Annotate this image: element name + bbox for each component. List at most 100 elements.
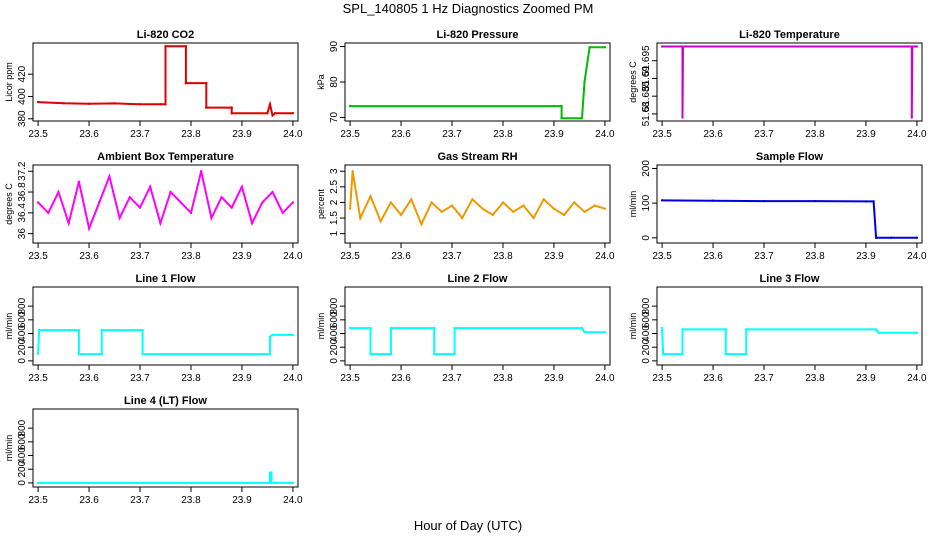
- panel-10-data-point-4: [270, 471, 273, 474]
- panel-10-title: Line 4 (LT) Flow: [124, 395, 207, 407]
- figure-x-axis-label: Hour of Day (UTC): [413, 518, 523, 533]
- panel-6-data-point-7: [874, 236, 878, 239]
- panel-2-data-point-5: [580, 116, 584, 120]
- panel-10-data-point-5: [270, 481, 273, 485]
- panel-1-x-tick-label-2: 23.6: [79, 129, 99, 140]
- panel-3-data-point-7: [911, 45, 914, 48]
- panel-6-data-point-1: [660, 199, 664, 202]
- panel-7-x-tick-label-4: 23.8: [181, 373, 201, 384]
- panel-5-data-point-7: [399, 213, 403, 217]
- panel-8-y-tick-label-3: 400: [329, 325, 340, 342]
- panel-2-y-tick-label-3: 90: [329, 41, 340, 53]
- panel-7-x-tick-label-1: 23.5: [28, 373, 48, 384]
- panel-7-y-tick-label-3: 400: [17, 325, 28, 342]
- panel-10-y-tick-label-5: 800: [17, 419, 28, 436]
- panel-7-x-tick-label-3: 23.7: [130, 373, 150, 384]
- panel-2-x-tick-label-4: 23.8: [493, 129, 513, 140]
- panel-10-x-tick-label-6: 24.0: [283, 495, 303, 506]
- panel-2-y-tick-label-1: 70: [329, 111, 340, 123]
- panel-9-data-point-11: [915, 331, 919, 335]
- panel-4-x-tick-label-2: 23.6: [79, 251, 99, 262]
- panel-1-data-point-19: [291, 112, 295, 115]
- panel-1-x-tick-label-5: 23.9: [232, 129, 252, 140]
- panel-5-data-point-12: [450, 204, 454, 207]
- panel-2-series-line: [350, 46, 605, 120]
- panel-8-data-point-8: [453, 352, 456, 356]
- panel-3-y-tick-label-4: 51.695: [641, 45, 652, 76]
- panel-6-x-tick-label-5: 23.9: [856, 251, 876, 262]
- panel-4-data-point-24: [271, 190, 274, 194]
- panel-5-data-point-3: [359, 216, 362, 220]
- panel-7-data-point-9: [268, 352, 272, 356]
- panel-4-data-point-17: [199, 170, 203, 173]
- panel-4-data-point-14: [169, 190, 172, 194]
- panel-4-data-point-15: [179, 201, 182, 204]
- panel-7-series-line: [37, 329, 293, 356]
- panel-9-x-tick-label-2: 23.6: [703, 373, 723, 384]
- panel-10-x-tick-label-4: 23.8: [181, 495, 201, 506]
- panel-8-data-point-5: [389, 326, 393, 330]
- panel-7-data-point-10: [268, 335, 272, 339]
- panel-6-title: Sample Flow: [756, 151, 824, 163]
- panel-5-y-tick-label-2: 1.5: [329, 211, 340, 225]
- panel-4-data-point-5: [77, 180, 81, 183]
- panel-3-data-point-4: [681, 45, 685, 48]
- panel-5-data-point-4: [369, 195, 372, 198]
- panel-8-x-tick-label-2: 23.6: [391, 373, 411, 384]
- panel-4-x-tick-label-5: 23.9: [232, 251, 252, 262]
- panel-1-data-point-8: [164, 45, 167, 48]
- panel-8-y-axis-label: ml/min: [316, 313, 326, 340]
- panel-4-data-point-2: [47, 211, 50, 215]
- panel-9-data-point-2: [661, 352, 665, 356]
- panel-6-data-point-2: [711, 199, 715, 202]
- panel-6-x-tick-label-4: 23.8: [805, 251, 825, 262]
- panel-9-x-tick-label-6: 24.0: [907, 373, 927, 384]
- panel-8-data-point-6: [432, 326, 436, 330]
- panel-9-data-point-1: [660, 326, 664, 330]
- panel-1-data-point-4: [113, 102, 116, 105]
- panel-5-y-tick-label-4: 2.5: [329, 179, 340, 193]
- panel-8-x-tick-label-6: 24.0: [595, 373, 615, 384]
- panel-2-data-point-6: [583, 80, 586, 84]
- panel-5-x-tick-label-3: 23.7: [442, 251, 462, 262]
- panel-1-data-point-12: [205, 106, 208, 109]
- panel-1-data-point-5: [138, 103, 142, 106]
- panel-9-data-point-6: [724, 352, 727, 356]
- panel-5-data-point-2: [351, 170, 354, 173]
- panel-1-x-tick-label-4: 23.8: [181, 129, 201, 140]
- panel-2-data-point-4: [560, 116, 563, 120]
- panel-5-y-tick-label-1: 1: [329, 230, 340, 236]
- panel-5-data-point-17: [501, 201, 505, 204]
- panel-6-x-tick-label-3: 23.7: [754, 251, 774, 262]
- panel-1-y-tick-label-1: 380: [17, 110, 28, 127]
- panel-10-x-tick-label-3: 23.7: [130, 495, 150, 506]
- panel-2-data-point-8: [603, 46, 607, 49]
- panel-5-data-point-5: [379, 219, 382, 223]
- panel-3-data-point-8: [915, 45, 919, 48]
- panel-1-data-point-3: [87, 102, 91, 105]
- panel-5-data-point-18: [511, 210, 515, 213]
- panel-3-data-point-1: [660, 45, 664, 48]
- panel-7-data-point-2: [37, 328, 41, 332]
- panel-8-x-tick-label-4: 23.8: [493, 373, 513, 384]
- panel-5-frame: [344, 164, 611, 244]
- panel-5-data-point-20: [532, 216, 535, 220]
- panel-5-data-point-22: [552, 207, 556, 210]
- panel-5-data-point-27: [603, 207, 607, 210]
- panel-6-y-tick-label-1: 0: [641, 235, 652, 241]
- panel-5-data-point-10: [430, 201, 433, 204]
- panel-10-frame: [32, 408, 299, 488]
- panel-6-data-point-5: [864, 200, 868, 203]
- panel-2-title: Li-820 Pressure: [437, 29, 519, 41]
- panel-7-y-axis-label: ml/min: [4, 313, 14, 340]
- panel-1-x-tick-label-6: 24.0: [283, 129, 303, 140]
- panel-3-x-tick-label-1: 23.5: [652, 129, 672, 140]
- panel-8-y-tick-label-1: 0: [329, 358, 340, 364]
- panel-6-y-axis-label: ml/min: [628, 191, 638, 218]
- panel-4-series-line: [37, 170, 294, 232]
- panel-8-y-tick-label-4: 600: [329, 311, 340, 328]
- panel-6-series-line: [662, 199, 917, 239]
- panel-5-data-point-14: [471, 198, 474, 201]
- panel-1-data-point-2: [62, 101, 65, 105]
